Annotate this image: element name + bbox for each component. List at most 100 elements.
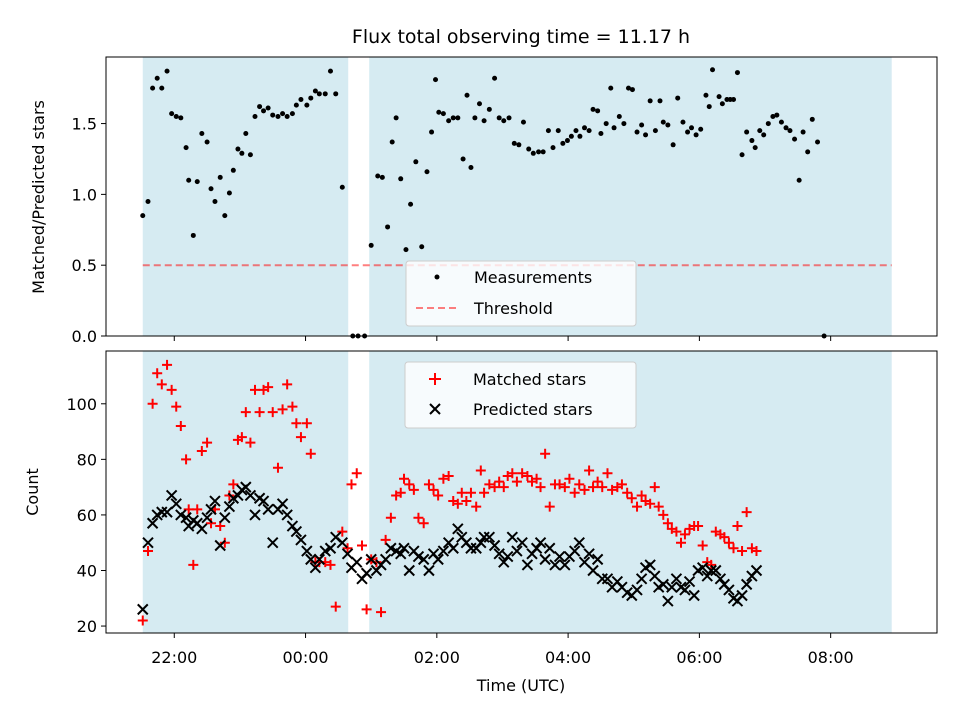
matched-star-marker: [356, 540, 367, 551]
matched-star-marker: [267, 407, 278, 418]
matched-star-marker: [346, 479, 357, 490]
ratio-y-tick-label: 1.0: [72, 185, 97, 204]
matched-star-marker: [592, 476, 603, 487]
measurement-point: [719, 101, 725, 107]
measurement-point: [665, 122, 671, 128]
predicted-star-marker: [696, 562, 709, 574]
measurement-point: [693, 132, 699, 138]
matched-star-marker: [531, 473, 542, 484]
predicted-star-marker: [679, 584, 691, 596]
matched-star-marker: [330, 601, 341, 612]
matched-star-marker: [658, 509, 669, 520]
measurement-point: [333, 91, 339, 97]
measurement-point: [150, 85, 156, 91]
measurement-point: [322, 91, 328, 97]
predicted-star-marker: [295, 534, 307, 546]
measurement-point: [685, 129, 691, 135]
count-panel: 20 40 60 80 100 22:00 00:00 02:00 04:00 06:00 08:…: [23, 350, 938, 695]
measurement-point: [308, 95, 314, 101]
predicted-star-marker: [403, 564, 415, 577]
matched-star-marker: [385, 512, 396, 523]
matched-star-marker: [559, 482, 570, 493]
measurement-point: [501, 118, 507, 124]
measurement-point: [339, 184, 345, 190]
measurement-point: [492, 75, 498, 81]
predicted-star-marker: [701, 570, 713, 582]
measurement-point: [208, 186, 214, 192]
measurement-point: [595, 108, 601, 114]
predicted-star-marker: [398, 542, 410, 554]
predicted-star-marker: [223, 500, 236, 513]
matched-star-marker: [254, 407, 265, 418]
measurement-point: [212, 198, 218, 204]
predicted-star-marker: [534, 536, 547, 549]
measurement-point: [731, 96, 737, 102]
matched-star-marker: [626, 493, 637, 504]
matched-star-marker: [522, 471, 533, 482]
matched-star-marker: [584, 465, 595, 476]
predicted-star-marker: [723, 584, 735, 596]
measurement-point: [625, 85, 631, 91]
predicted-star-markers: [137, 481, 763, 616]
predicted-star-marker: [165, 489, 178, 502]
predicted-star-marker: [631, 584, 643, 596]
measurement-point: [660, 119, 666, 125]
measurement-point: [805, 149, 811, 155]
matched-star-marker: [404, 479, 415, 490]
predicted-star-marker: [705, 564, 717, 577]
predicted-star-marker: [180, 511, 192, 524]
measurement-point: [385, 224, 391, 230]
matched-star-marker: [465, 487, 476, 498]
predicted-star-marker: [351, 556, 363, 568]
predicted-star-marker: [521, 559, 534, 571]
measurement-point: [796, 177, 802, 183]
matched-star-marker: [471, 501, 482, 512]
measurement-point: [398, 176, 404, 182]
matched-star-marker: [137, 615, 148, 626]
measurement-point: [145, 198, 151, 204]
ratio-y-tick-label: 0.5: [72, 256, 97, 275]
measurement-point: [744, 129, 750, 135]
matched-star-marker: [206, 518, 217, 529]
predicted-star-marker: [688, 589, 700, 602]
measurement-point: [783, 125, 789, 131]
predicted-star-marker: [601, 573, 614, 585]
measurement-point: [199, 130, 205, 136]
measurement-point: [424, 169, 430, 175]
ratio-plot-frame: [105, 56, 938, 337]
predicted-star-marker: [478, 531, 490, 543]
matched-star-marker: [456, 487, 467, 498]
matched-star-marker: [588, 482, 599, 493]
predicted-star-marker: [670, 573, 683, 585]
measurement-point: [403, 247, 409, 253]
matched-star-marker: [697, 540, 708, 551]
legend-predicted-stars: Predicted stars: [473, 400, 593, 419]
matched-star-marker: [676, 537, 687, 548]
count-plot-frame: [105, 350, 938, 634]
matched-star-marker: [291, 418, 302, 429]
measurement-point: [792, 136, 798, 142]
measurement-point: [468, 164, 474, 170]
predicted-star-marker: [214, 539, 226, 552]
predicted-star-marker: [452, 523, 464, 535]
measurement-point: [496, 115, 502, 121]
predicted-star-marker: [156, 506, 168, 518]
legend-threshold: Threshold: [473, 299, 553, 318]
measurement-point: [757, 128, 763, 134]
measurement-point: [621, 121, 627, 127]
predicted-star-marker: [209, 495, 221, 507]
measurement-point: [243, 130, 249, 136]
measurement-point: [194, 179, 200, 185]
ratio-legend: Measurements Threshold: [405, 260, 637, 327]
matched-star-markers: [137, 359, 762, 626]
count-y-tick-label: 20: [77, 617, 97, 636]
measurement-point: [603, 121, 609, 127]
matched-star-marker: [751, 546, 762, 557]
matched-star-marker: [535, 482, 546, 493]
measurement-point: [183, 145, 189, 151]
measurement-point: [217, 174, 223, 180]
matched-star-marker: [484, 479, 495, 490]
predicted-star-marker: [573, 536, 585, 549]
matched-star-marker: [240, 407, 251, 418]
predicted-star-marker: [146, 517, 159, 529]
